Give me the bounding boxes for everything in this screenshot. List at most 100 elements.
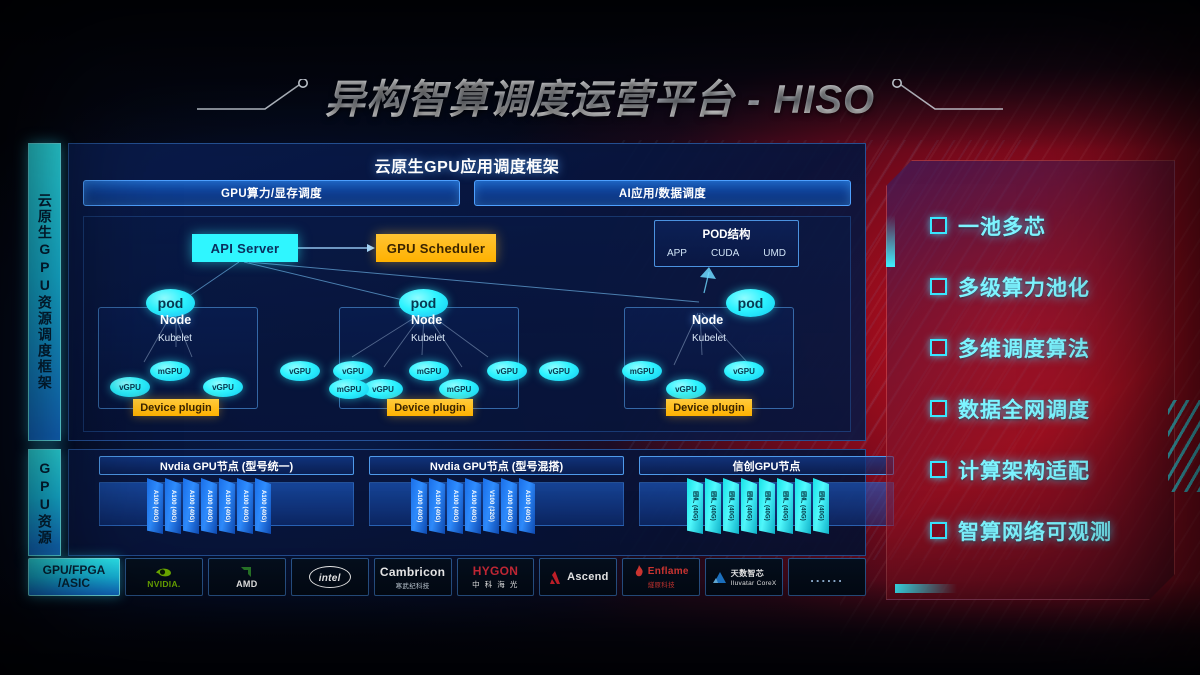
gpu-card[interactable]: A100 (40G) [255, 478, 271, 534]
vendor-ascend[interactable]: Ascend [539, 558, 618, 596]
gpu-resource-section: Nvdia GPU节点 (型号统一) A100 (40G) A100 (40G)… [68, 449, 894, 556]
device-plugin-button[interactable]: Device plugin [666, 399, 752, 416]
gpu-card-label: 国产 (40G) [727, 491, 734, 521]
vgpu-oval[interactable]: vGPU [724, 361, 764, 381]
top-fade [0, 0, 1200, 150]
vgpu-oval[interactable]: vGPU [487, 361, 527, 381]
pod-oval[interactable]: pod [726, 289, 775, 317]
vendor-label-gpu-fpga-asic: GPU/FPGA /ASIC [28, 558, 120, 596]
gpu-card-label: 国产 (40G) [763, 491, 770, 521]
gpu-card-label: A100 (40G) [170, 489, 176, 523]
vgpu-oval[interactable]: vGPU [203, 377, 243, 397]
device-plugin-button[interactable]: Device plugin [133, 399, 219, 416]
gpu-card[interactable]: 国产 (40G) [813, 478, 829, 534]
gpu-card-label: 国产 (40G) [691, 491, 698, 521]
vendor-nvidia[interactable]: NVIDIA. [125, 558, 203, 596]
gpu-card[interactable]: A100 (40G) [465, 478, 481, 534]
gpu-card[interactable]: 国产 (40G) [741, 478, 757, 534]
vertical-tab-cloud-native: 云原生GPU资源调度框架 [28, 143, 61, 441]
pill-ai-app[interactable]: AI应用/数据调度 [474, 180, 851, 206]
gpu-card-label: 国产 (40G) [781, 491, 788, 521]
gpu-card[interactable]: A100 (40G) [201, 478, 217, 534]
vendor-iluvatar[interactable]: 天数智芯 Iluvatar CoreX [705, 558, 784, 596]
feature-label: 数据全网调度 [958, 398, 1090, 422]
gpu-card[interactable]: 国产 (40G) [723, 478, 739, 534]
checkbox-icon [930, 461, 947, 478]
gpu-group-1: Nvdia GPU节点 (型号统一) A100 (40G) A100 (40G)… [99, 456, 354, 551]
gpu-card[interactable]: A100 (40G) [429, 478, 445, 534]
vgpu-oval[interactable]: vGPU [110, 377, 150, 397]
mgpu-oval[interactable]: mGPU [329, 379, 369, 399]
vendor-name: 天数智芯 [730, 568, 764, 578]
gpu-card[interactable]: A100 (40G) [519, 478, 535, 534]
gpu-card-label: 国产 (40G) [799, 491, 806, 521]
vendor-cambricon[interactable]: Cambricon 寒武纪科技 [373, 558, 452, 596]
feature-item-1[interactable]: 一池多芯 [887, 195, 1174, 256]
checkbox-icon [930, 400, 947, 417]
mgpu-oval[interactable]: mGPU [439, 379, 479, 399]
feature-item-2[interactable]: 多级算力池化 [887, 256, 1174, 317]
gpu-card[interactable]: 国产 (40G) [777, 478, 793, 534]
vendor-subname: 中 科 海 光 [472, 580, 519, 589]
gpu-card[interactable]: V100 (32G) [483, 478, 499, 534]
pod-oval[interactable]: pod [146, 289, 195, 317]
feature-item-5[interactable]: 计算架构适配 [887, 439, 1174, 500]
vgpu-oval[interactable]: vGPU [333, 361, 373, 381]
pill-gpu-compute[interactable]: GPU算力/显存调度 [83, 180, 460, 206]
mgpu-oval[interactable]: mGPU [622, 361, 662, 381]
gpu-card[interactable]: A100 (40G) [165, 478, 181, 534]
api-server-box[interactable]: API Server [192, 234, 298, 262]
pod-structure-box: POD结构 APP CUDA UMD [654, 220, 799, 267]
vendor-name: NVIDIA. [147, 578, 181, 589]
gpu-card[interactable]: 国产 (40G) [687, 478, 703, 534]
node-label: Node [411, 313, 443, 327]
gpu-card[interactable]: A100 (40G) [447, 478, 463, 534]
node-group-3: pod Node Kubelet mGPU vGPU vGPU Device p… [622, 289, 794, 416]
gpu-card-label: A100 (40G) [452, 489, 458, 523]
vgpu-oval[interactable]: vGPU [363, 379, 403, 399]
gpu-card-label: 国产 (40G) [709, 491, 716, 521]
vendor-more[interactable]: ...... [788, 558, 867, 596]
vgpu-oval[interactable]: vGPU [539, 361, 579, 381]
pod-struct-app: APP [666, 248, 687, 259]
vgpu-oval[interactable]: vGPU [280, 361, 320, 381]
panel-accent-stripes [1168, 400, 1200, 492]
feature-label: 一池多芯 [958, 215, 1046, 239]
vendor-intel[interactable]: intel [290, 558, 369, 596]
gpu-card-label: A100 (40G) [224, 489, 230, 523]
gpu-scheduler-box[interactable]: GPU Scheduler [376, 234, 496, 262]
feature-label: 多维调度算法 [958, 337, 1090, 361]
gpu-card-row: A100 (40G) A100 (40G) A100 (40G) A100 (4… [147, 478, 271, 534]
gpu-card-label: 国产 (40G) [817, 491, 824, 521]
gpu-group-header: Nvdia GPU节点 (型号混搭) [369, 456, 624, 475]
gpu-card[interactable]: A100 (40G) [411, 478, 427, 534]
title-bar: 异构智算调度运营平台 - HISO [0, 66, 1200, 126]
gpu-card[interactable]: A100 (40G) [219, 478, 235, 534]
gpu-card[interactable]: A100 (40G) [501, 478, 517, 534]
feature-label: 智算网络可观测 [958, 520, 1112, 544]
iluvatar-mountain-icon [712, 571, 726, 583]
gpu-card[interactable]: A100 (40G) [183, 478, 199, 534]
gpu-card[interactable]: A100 (40G) [147, 478, 163, 534]
vendor-subname: Iluvatar CoreX [730, 579, 777, 587]
gpu-card[interactable]: A100 (40G) [237, 478, 253, 534]
feature-item-4[interactable]: 数据全网调度 [887, 378, 1174, 439]
gpu-card[interactable]: 国产 (40G) [795, 478, 811, 534]
mgpu-oval[interactable]: mGPU [409, 361, 449, 381]
mgpu-oval[interactable]: mGPU [150, 361, 190, 381]
kubelet-label: Kubelet [411, 333, 445, 344]
vendor-enflame[interactable]: Enflame 燧原科技 [622, 558, 701, 596]
vgpu-oval[interactable]: vGPU [666, 379, 706, 399]
feature-item-3[interactable]: 多维调度算法 [887, 317, 1174, 378]
feature-label: 多级算力池化 [958, 276, 1090, 300]
vendor-amd[interactable]: AMD [207, 558, 286, 596]
device-plugin-button[interactable]: Device plugin [387, 399, 473, 416]
gpu-card[interactable]: 国产 (40G) [759, 478, 775, 534]
pod-oval[interactable]: pod [399, 289, 448, 317]
vendor-hygon[interactable]: HYGON 中 科 海 光 [456, 558, 535, 596]
vertical-tab-gpu-resource: GPU资源 [28, 449, 61, 556]
gpu-card[interactable]: 国产 (40G) [705, 478, 721, 534]
title-deco-right [885, 79, 1005, 113]
feature-item-6[interactable]: 智算网络可观测 [887, 500, 1174, 561]
